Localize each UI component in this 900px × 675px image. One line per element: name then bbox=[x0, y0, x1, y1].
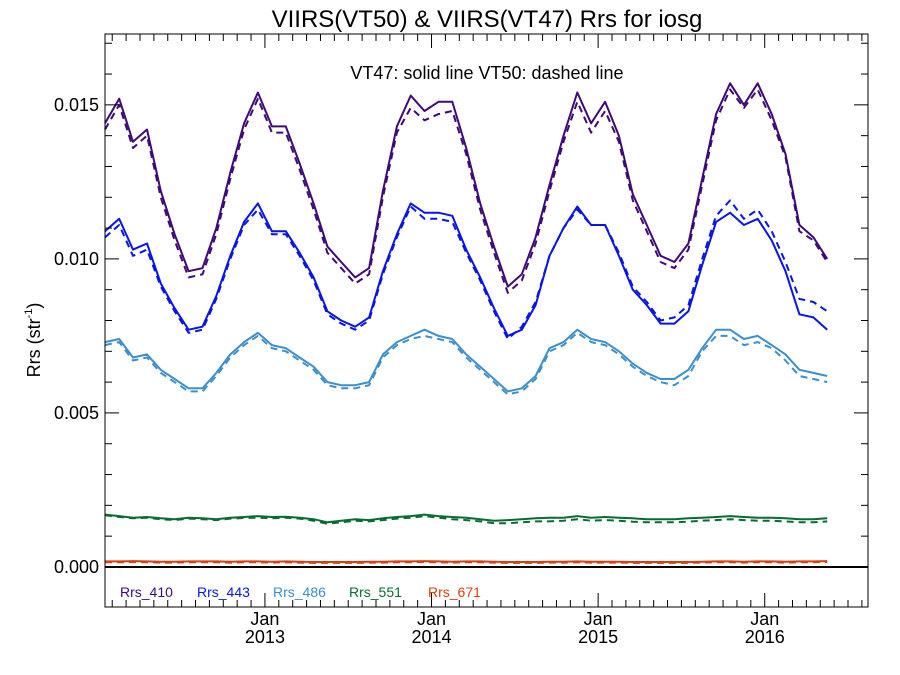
legend: Rrs_410 Rrs_443 Rrs_486 Rrs_551 Rrs_671 bbox=[120, 584, 481, 600]
series-line-Rrs_410-vt47-solid bbox=[104, 82, 829, 288]
y-axis-label-end: ) bbox=[24, 303, 44, 309]
svg-text:Rrs (str-1): Rrs (str-1) bbox=[23, 303, 44, 378]
legend-entry-Rrs_486: Rrs_486 bbox=[273, 584, 326, 600]
y-axis-label: Rrs (str-1) bbox=[23, 303, 44, 378]
x-tick-label-year: 2015 bbox=[578, 627, 618, 647]
series-line-Rrs_410-vt50-dashed bbox=[104, 88, 829, 294]
y-axis-label-main: Rrs (str bbox=[24, 318, 44, 377]
x-tick-label-month: Jan bbox=[417, 609, 446, 629]
x-tick-label-year: 2016 bbox=[745, 627, 785, 647]
legend-entry-Rrs_410: Rrs_410 bbox=[120, 584, 173, 600]
y-tick-label: 0.000 bbox=[54, 557, 99, 577]
series-line-Rrs_551-vt47-solid bbox=[104, 513, 828, 524]
y-tick-label: 0.010 bbox=[54, 249, 99, 269]
legend-entry-Rrs_671: Rrs_671 bbox=[428, 584, 481, 600]
legend-entry-Rrs_551: Rrs_551 bbox=[349, 584, 402, 600]
series-layer bbox=[104, 82, 868, 568]
y-tick-label: 0.005 bbox=[54, 403, 99, 423]
x-tick-label-month: Jan bbox=[250, 609, 279, 629]
series-line-Rrs_551-vt50-dashed bbox=[104, 514, 828, 525]
legend-entry-Rrs_443: Rrs_443 bbox=[197, 584, 250, 600]
series-line-Rrs_443-vt47-solid bbox=[104, 202, 828, 337]
series-line-Rrs_486-vt50-dashed bbox=[104, 331, 828, 396]
series-line-Rrs_443-vt50-dashed bbox=[104, 199, 828, 340]
y-axis-label-sup: -1 bbox=[23, 309, 35, 319]
series-line-Rrs_486-vt47-solid bbox=[104, 328, 828, 393]
axes-layer: 0.0000.0050.0100.015Jan2013Jan2014Jan201… bbox=[54, 33, 869, 647]
chart-annotation: VT47: solid line VT50: dashed line bbox=[350, 63, 623, 83]
chart-title: VIIRS(VT50) & VIIRS(VT47) Rrs for iosg bbox=[272, 6, 703, 33]
x-tick-label-year: 2013 bbox=[245, 627, 285, 647]
y-tick-label: 0.015 bbox=[54, 95, 99, 115]
x-tick-label-month: Jan bbox=[750, 609, 779, 629]
x-tick-label-month: Jan bbox=[584, 609, 613, 629]
x-tick-label-year: 2014 bbox=[412, 627, 452, 647]
series-line-Rrs_671-vt50-dashed bbox=[105, 561, 828, 564]
